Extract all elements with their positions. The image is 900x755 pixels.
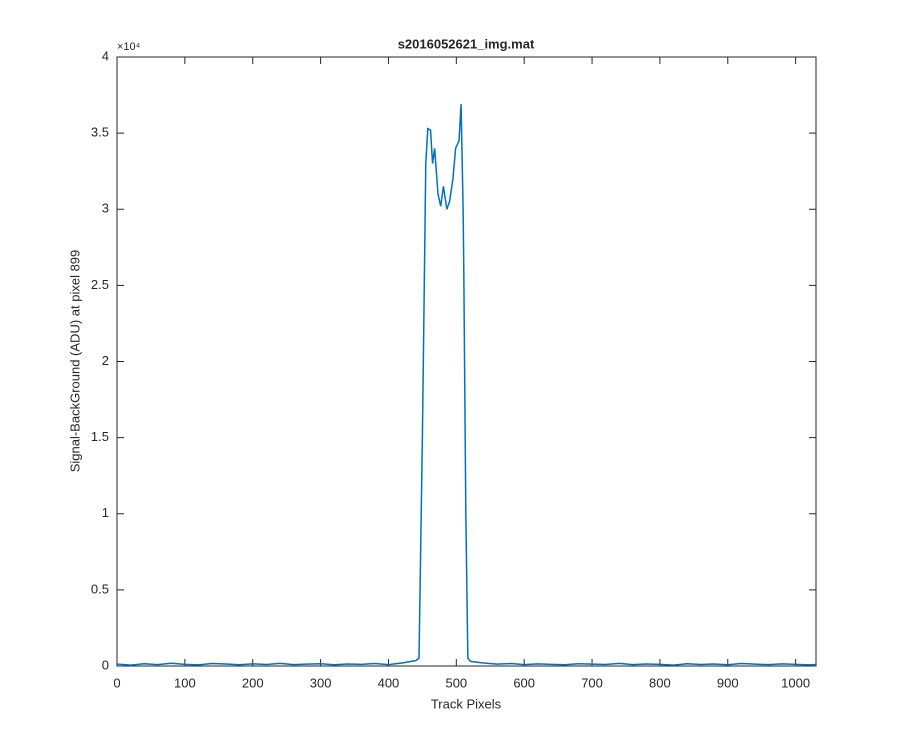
y-axis-label: Signal-BackGround (ADU) at pixel 899: [67, 250, 82, 473]
y-tick-label: 3.5: [91, 125, 109, 140]
x-tick-label: 800: [649, 675, 671, 690]
x-tick-label: 700: [581, 675, 603, 690]
x-tick-label: 300: [310, 675, 332, 690]
x-tick-label: 900: [717, 675, 739, 690]
y-tick-label: 0: [102, 657, 109, 672]
x-axis-label: Track Pixels: [431, 696, 502, 711]
x-tick-label: 400: [378, 675, 400, 690]
x-tick-label: 500: [445, 675, 467, 690]
x-tick-label: 1000: [781, 675, 810, 690]
y-tick-label: 3: [102, 201, 109, 216]
y-tick-label: 0.5: [91, 581, 109, 596]
x-tick-label: 100: [174, 675, 196, 690]
y-tick-label: 1: [102, 505, 109, 520]
chart-title: s2016052621_img.mat: [398, 36, 535, 51]
x-tick-label: 200: [242, 675, 264, 690]
y-tick-label: 2.5: [91, 277, 109, 292]
x-tick-label: 600: [513, 675, 535, 690]
x-tick-label: 0: [113, 675, 120, 690]
y-tick-label: 4: [102, 48, 109, 63]
y-tick-label: 1.5: [91, 429, 109, 444]
y-exponent-label: ×10⁴: [117, 41, 141, 53]
y-tick-label: 2: [102, 353, 109, 368]
data-line: [116, 104, 817, 666]
